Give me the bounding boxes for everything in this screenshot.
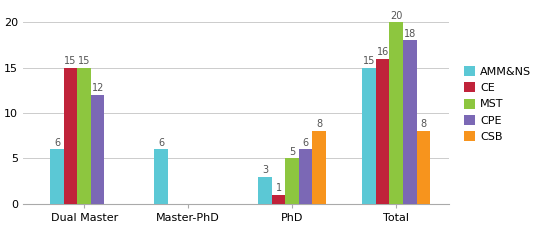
Bar bbox=[272, 195, 286, 204]
Text: 8: 8 bbox=[420, 119, 427, 129]
Bar bbox=[313, 131, 326, 204]
Text: 1: 1 bbox=[275, 183, 282, 193]
Bar bbox=[77, 68, 91, 204]
Text: 6: 6 bbox=[54, 138, 60, 148]
Bar bbox=[389, 22, 403, 204]
Bar bbox=[91, 95, 104, 204]
Text: 15: 15 bbox=[64, 56, 77, 66]
Text: 3: 3 bbox=[262, 165, 268, 175]
Text: 18: 18 bbox=[403, 29, 416, 39]
Text: 15: 15 bbox=[363, 56, 375, 66]
Text: 6: 6 bbox=[302, 138, 309, 148]
Text: 15: 15 bbox=[78, 56, 90, 66]
Bar bbox=[64, 68, 77, 204]
Bar bbox=[403, 40, 416, 204]
Text: 8: 8 bbox=[316, 119, 322, 129]
Legend: AMM&NS, CE, MST, CPE, CSB: AMM&NS, CE, MST, CPE, CSB bbox=[459, 62, 536, 146]
Bar bbox=[258, 177, 272, 204]
Text: 5: 5 bbox=[289, 147, 295, 157]
Bar bbox=[416, 131, 430, 204]
Bar bbox=[376, 59, 389, 204]
Text: 6: 6 bbox=[158, 138, 164, 148]
Text: 16: 16 bbox=[376, 47, 389, 57]
Text: 20: 20 bbox=[390, 10, 402, 20]
Bar bbox=[299, 149, 313, 204]
Bar bbox=[362, 68, 376, 204]
Text: 12: 12 bbox=[91, 83, 104, 93]
Bar bbox=[154, 149, 168, 204]
Bar bbox=[50, 149, 64, 204]
Bar bbox=[286, 158, 299, 204]
